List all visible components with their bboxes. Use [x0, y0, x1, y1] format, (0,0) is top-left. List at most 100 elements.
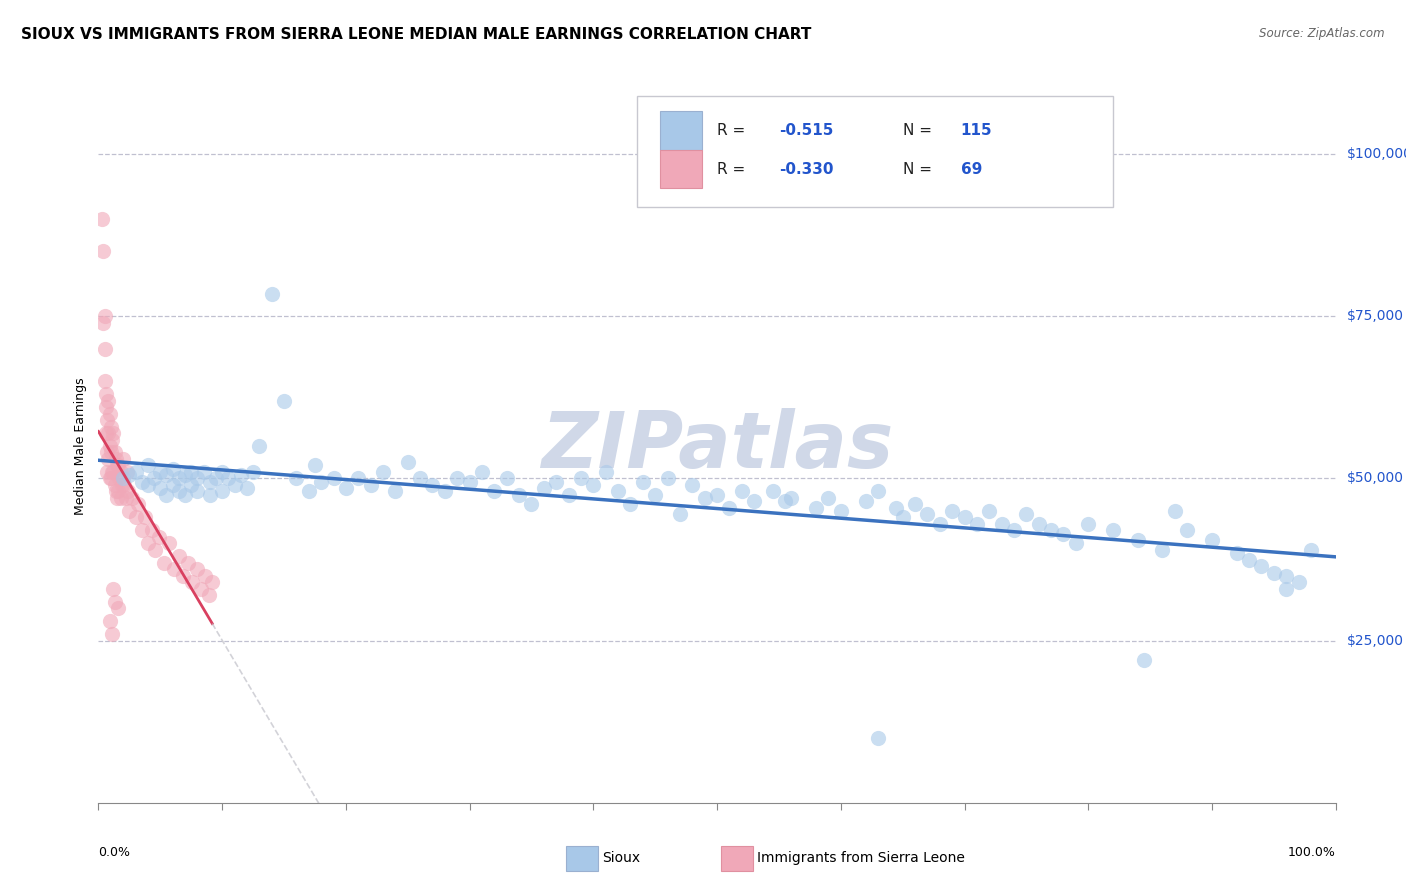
Point [409, 471, 432, 485]
Text: Sioux: Sioux [602, 852, 640, 865]
Point [103, 445, 125, 459]
Point [101, 433, 124, 447]
FancyBboxPatch shape [567, 847, 599, 871]
Point [928, 516, 950, 531]
Point [211, 465, 233, 479]
Point [93, 244, 115, 259]
Point [148, 530, 170, 544]
Point [98, 614, 121, 628]
Text: $100,000: $100,000 [1347, 147, 1406, 161]
Point [91, 211, 114, 226]
Point [136, 458, 159, 473]
Point [780, 491, 803, 505]
Point [100, 419, 122, 434]
Point [111, 478, 134, 492]
Point [229, 468, 252, 483]
Text: 100.0%: 100.0% [1288, 846, 1336, 859]
Point [396, 455, 419, 469]
Point [174, 468, 197, 483]
FancyBboxPatch shape [661, 150, 702, 188]
Point [155, 468, 177, 483]
Point [167, 549, 190, 564]
Point [1040, 524, 1063, 538]
Point [104, 484, 127, 499]
Point [201, 575, 224, 590]
Point [484, 484, 506, 499]
Point [103, 478, 125, 492]
Point [285, 471, 308, 485]
Point [979, 504, 1001, 518]
Point [1015, 507, 1038, 521]
Text: 69: 69 [960, 161, 983, 177]
Point [904, 497, 927, 511]
Point [941, 504, 963, 518]
Point [98, 439, 121, 453]
Point [162, 478, 184, 492]
Point [644, 488, 666, 502]
Point [582, 478, 605, 492]
Point [118, 504, 141, 518]
Point [136, 478, 159, 492]
Point [107, 458, 129, 473]
Point [693, 491, 716, 505]
Point [1052, 526, 1074, 541]
Point [224, 478, 246, 492]
Point [681, 478, 703, 492]
Point [107, 484, 129, 499]
Point [174, 488, 197, 502]
Point [360, 478, 382, 492]
Point [718, 500, 741, 515]
Point [98, 471, 121, 485]
Text: -0.330: -0.330 [779, 161, 834, 177]
Point [706, 488, 728, 502]
Point [731, 484, 754, 499]
Point [112, 452, 135, 467]
Point [1201, 533, 1223, 547]
Text: $25,000: $25,000 [1347, 633, 1403, 648]
Point [105, 491, 128, 505]
Text: 115: 115 [960, 123, 993, 138]
Text: -0.515: -0.515 [779, 123, 834, 138]
Point [186, 484, 208, 499]
Point [384, 484, 406, 499]
Point [194, 568, 217, 582]
Text: Immigrants from Sierra Leone: Immigrants from Sierra Leone [756, 852, 965, 865]
Point [371, 465, 394, 479]
Text: R =: R = [717, 123, 751, 138]
Point [94, 400, 117, 414]
Point [1164, 504, 1187, 518]
Point [127, 497, 149, 511]
Point [804, 500, 827, 515]
Point [197, 588, 219, 602]
Point [141, 524, 163, 538]
Point [96, 465, 118, 479]
Point [93, 316, 115, 330]
Point [1126, 533, 1149, 547]
Point [1077, 516, 1099, 531]
Point [953, 510, 976, 524]
Point [508, 488, 530, 502]
Point [198, 475, 221, 489]
Text: N =: N = [903, 123, 936, 138]
Point [855, 494, 877, 508]
Point [131, 524, 153, 538]
Text: ZIPatlas: ZIPatlas [541, 408, 893, 484]
Point [98, 407, 121, 421]
Text: $75,000: $75,000 [1347, 310, 1403, 323]
Point [193, 465, 215, 479]
Point [108, 471, 131, 485]
Point [205, 471, 228, 485]
Point [1133, 653, 1156, 667]
Point [94, 387, 117, 401]
Point [990, 516, 1012, 531]
Point [211, 484, 233, 499]
Point [117, 484, 139, 499]
Point [242, 465, 264, 479]
Point [607, 484, 630, 499]
Text: N =: N = [903, 161, 936, 177]
Point [180, 465, 202, 479]
Point [309, 475, 332, 489]
Point [619, 497, 641, 511]
Point [190, 582, 212, 596]
Point [471, 465, 494, 479]
